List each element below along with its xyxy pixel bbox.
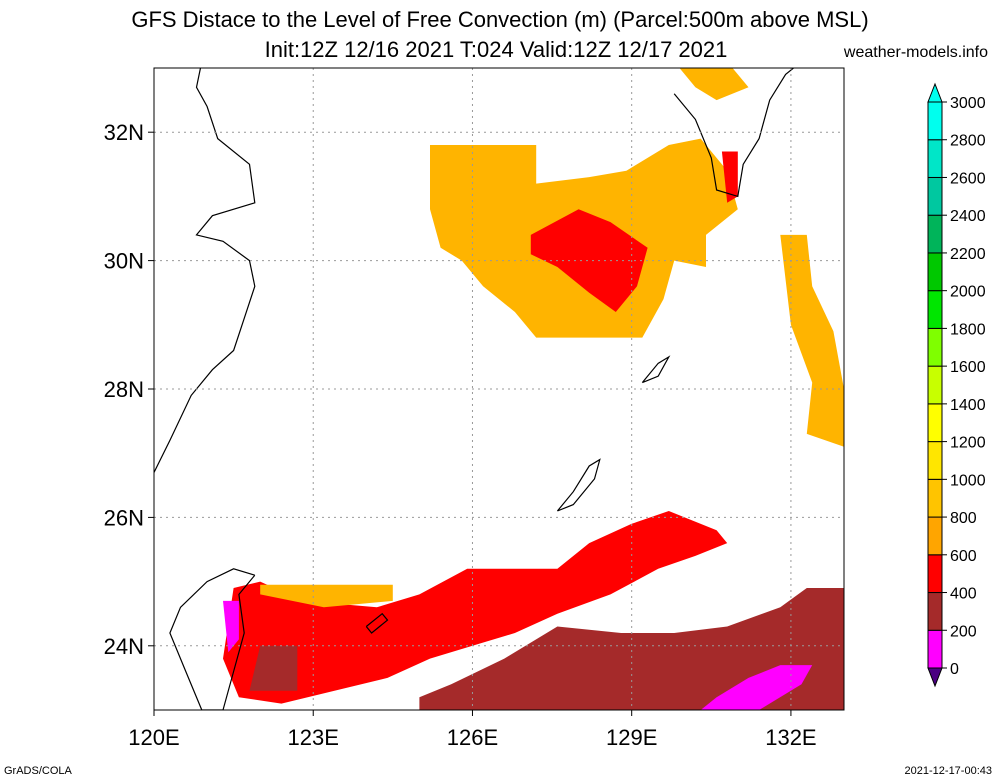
colorbar-label: 1600 <box>950 359 986 376</box>
colorbar-segment <box>927 403 943 443</box>
gridlines <box>154 68 844 710</box>
region-magenta-southeast <box>700 665 813 710</box>
colorbar-label: 200 <box>950 623 977 640</box>
lat-tick-label: 28N <box>104 377 144 402</box>
colorbar: 0 200 400 600 800 1000 1200 1400 1600 1800 2000 220… <box>927 82 986 688</box>
region-magenta-taiwan <box>223 600 239 653</box>
colorbar-segment <box>927 629 943 669</box>
map-title-line2: Init:12Z 12/16 2021 T:024 Valid:12Z 12/1… <box>264 37 728 62</box>
lat-tick-label: 26N <box>104 505 144 530</box>
colorbar-segment <box>927 139 943 178</box>
lon-tick-label: 126E <box>447 725 498 750</box>
lat-tick-label: 24N <box>104 634 144 659</box>
china-coast <box>154 68 256 473</box>
colorbar-label: 3000 <box>950 95 986 112</box>
colorbar-label: 1800 <box>950 321 986 338</box>
colorbar-label: 2600 <box>950 170 986 187</box>
region-brown-southeast <box>419 588 844 710</box>
site-credit: weather-models.info <box>843 44 988 61</box>
region-yellow-ne-patch <box>679 68 749 101</box>
lon-tick-label: 120E <box>128 725 179 750</box>
colorbar-extend-high <box>927 82 943 103</box>
region-red-kyushu <box>721 151 738 203</box>
lon-tick-label: 132E <box>765 725 816 750</box>
colorbar-label: 0 <box>950 661 959 678</box>
colorbar-label: 1200 <box>950 435 986 452</box>
colorbar-label: 2400 <box>950 208 986 225</box>
colorbar-segment <box>927 478 943 518</box>
colorbar-label: 2200 <box>950 246 986 263</box>
kyushu-coast <box>673 68 795 198</box>
colorbar-extend-low <box>927 667 943 688</box>
colorbar-segment <box>927 365 943 405</box>
colorbar-label: 1400 <box>950 397 986 414</box>
colorbar-label: 2000 <box>950 284 986 301</box>
colorbar-segment <box>927 290 943 329</box>
region-yellow-east-edge <box>780 234 844 447</box>
lon-tick-label: 123E <box>288 725 339 750</box>
coastlines <box>154 68 795 710</box>
map-title-line1: GFS Distace to the Level of Free Convect… <box>131 7 869 32</box>
lon-tick-label: 129E <box>606 725 657 750</box>
colorbar-segment <box>927 327 943 367</box>
colorbar-segment <box>927 516 943 556</box>
colorbar-segment <box>927 252 943 292</box>
colorbar-segment <box>927 592 943 631</box>
colorbar-segment <box>927 554 943 594</box>
lat-tick-label: 30N <box>104 249 144 274</box>
axis-ticks: 120E 123E 126E 129E 132E 24N 26N 28N 30N 32N <box>104 120 817 750</box>
colorbar-segment <box>927 176 943 216</box>
amami-coast <box>641 355 671 384</box>
lat-tick-label: 32N <box>104 120 144 145</box>
colorbar-label: 2800 <box>950 133 986 150</box>
colorbar-segment <box>927 101 943 141</box>
lfc-shaded-regions <box>223 68 844 710</box>
region-red-southern-band <box>223 511 728 704</box>
region-red-core-30n <box>530 209 648 312</box>
region-brown-taiwan-east <box>249 645 298 691</box>
footer-right: 2021-12-17-00:43 <box>904 765 992 777</box>
colorbar-segment <box>927 441 943 480</box>
sakishima-coast <box>365 612 389 634</box>
taiwan-coast <box>169 568 256 710</box>
colorbar-label: 1000 <box>950 472 986 489</box>
colorbar-label: 800 <box>950 510 977 527</box>
colorbar-segment <box>927 214 943 254</box>
footer-left: GrADS/COLA <box>4 765 72 777</box>
colorbar-label: 400 <box>950 586 977 603</box>
region-yellow-south-strip <box>260 584 393 608</box>
colorbar-label: 600 <box>950 548 977 565</box>
okinawa-coast <box>556 458 601 512</box>
